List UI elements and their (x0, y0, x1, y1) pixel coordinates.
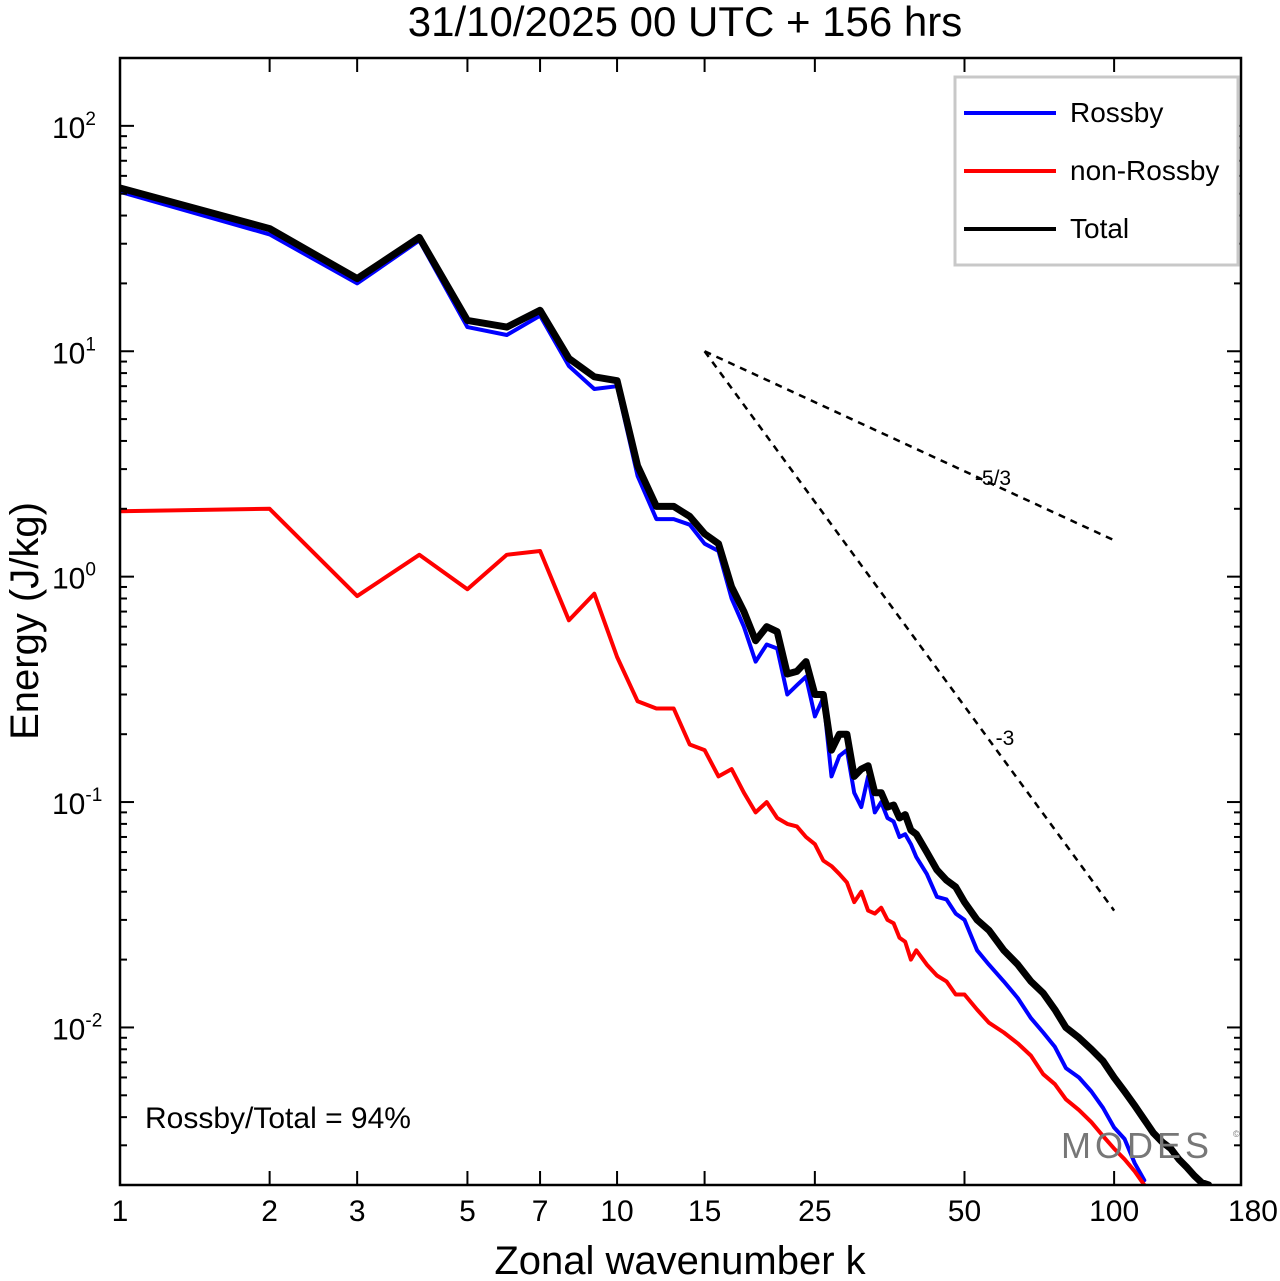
y-axis-label: Energy (J/kg) (3, 502, 47, 740)
slope-label-three: -3 (996, 727, 1015, 750)
x-tick-label: 5 (459, 1195, 476, 1228)
y-tick-label: 10-1 (52, 785, 102, 821)
x-tick-label: 180 (1228, 1195, 1278, 1228)
series-line-total (120, 184, 1213, 1185)
x-tick-label: 15 (688, 1195, 721, 1228)
legend: Rossby non-Rossby Total (953, 75, 1240, 267)
legend-label-rossby: Rossby (1070, 97, 1163, 128)
x-tick-label: 100 (1089, 1195, 1139, 1228)
modes-copyright-mark: © (1233, 1129, 1240, 1139)
reference-line-five-thirds (704, 350, 1115, 542)
x-tick-label: 10 (600, 1195, 633, 1228)
reference-line-three (703, 350, 1116, 912)
plot-frame (118, 56, 1243, 1187)
chart-title: 31/10/2025 00 UTC + 156 hrs (408, 0, 963, 45)
modes-watermark: MODES (1061, 1125, 1213, 1166)
rossby-total-ratio: Rossby/Total = 94% (145, 1102, 411, 1135)
series-line-non-rossby (120, 506, 1147, 1185)
x-tick-label: 25 (798, 1195, 831, 1228)
x-tick-label: 7 (532, 1195, 549, 1228)
legend-label-non-rossby: non-Rossby (1070, 155, 1219, 186)
reference-slope-lines (703, 350, 1116, 912)
x-tick-label: 1 (112, 1195, 129, 1228)
x-tick-label: 3 (349, 1195, 366, 1228)
x-axis-label: Zonal wavenumber k (494, 1239, 866, 1281)
slope-label-five-thirds: -5/3 (975, 467, 1011, 490)
series-lines (120, 184, 1213, 1185)
x-tick-label: 2 (261, 1195, 278, 1228)
legend-label-total: Total (1070, 213, 1129, 244)
x-tick-label: 50 (948, 1195, 981, 1228)
